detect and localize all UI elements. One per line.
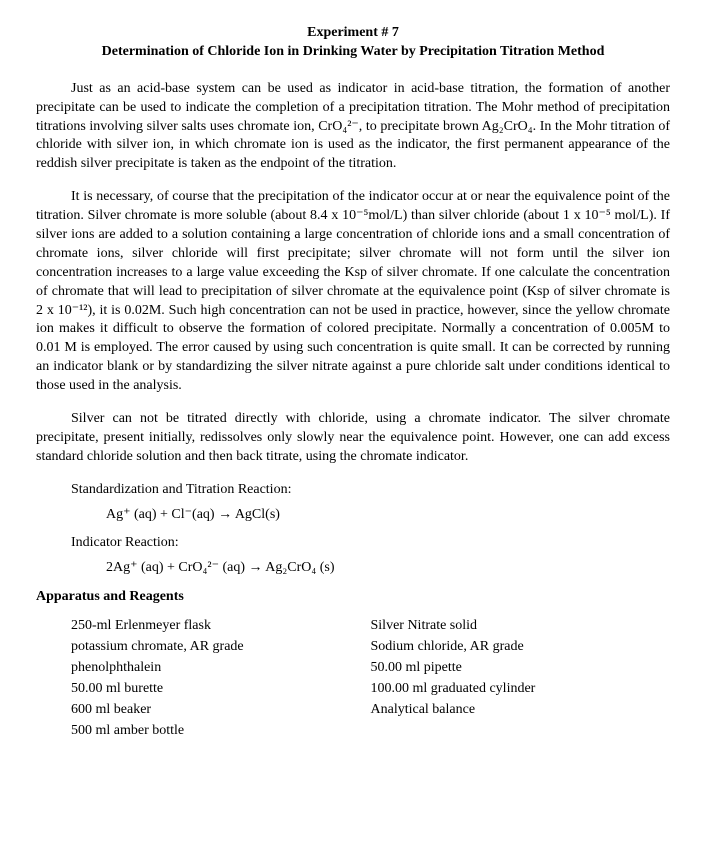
list-item: 250-ml Erlenmeyer flask	[71, 617, 371, 636]
paragraph-2: It is necessary, of course that the prec…	[36, 188, 670, 396]
indicator-equation: 2Ag⁺ (aq) + CrO₄²⁻ (aq) → Ag₂CrO₄ (s)	[106, 559, 670, 578]
list-item: Analytical balance	[371, 701, 671, 720]
list-item: 50.00 ml burette	[71, 680, 371, 699]
apparatus-right-column: Silver Nitrate solid Sodium chloride, AR…	[371, 617, 671, 742]
apparatus-left-column: 250-ml Erlenmeyer flask potassium chroma…	[71, 617, 371, 742]
list-item: Silver Nitrate solid	[371, 617, 671, 636]
list-item: potassium chromate, AR grade	[71, 638, 371, 657]
apparatus-heading: Apparatus and Reagents	[36, 588, 670, 607]
list-item: 100.00 ml graduated cylinder	[371, 680, 671, 699]
apparatus-columns: 250-ml Erlenmeyer flask potassium chroma…	[71, 617, 670, 742]
paragraph-3: Silver can not be titrated directly with…	[36, 410, 670, 467]
list-item: phenolphthalein	[71, 659, 371, 678]
standardization-title: Standardization and Titration Reaction:	[71, 481, 670, 500]
standardization-equation: Ag⁺ (aq) + Cl⁻(aq) → AgCl(s)	[106, 506, 670, 525]
document-header: Experiment # 7 Determination of Chloride…	[36, 24, 670, 62]
experiment-number: Experiment # 7	[36, 24, 670, 43]
indicator-title: Indicator Reaction:	[71, 534, 670, 553]
paragraph-1: Just as an acid-base system can be used …	[36, 80, 670, 174]
list-item: 500 ml amber bottle	[71, 722, 371, 741]
list-item: 600 ml beaker	[71, 701, 371, 720]
list-item: 50.00 ml pipette	[371, 659, 671, 678]
document-title: Determination of Chloride Ion in Drinkin…	[36, 43, 670, 62]
list-item: Sodium chloride, AR grade	[371, 638, 671, 657]
